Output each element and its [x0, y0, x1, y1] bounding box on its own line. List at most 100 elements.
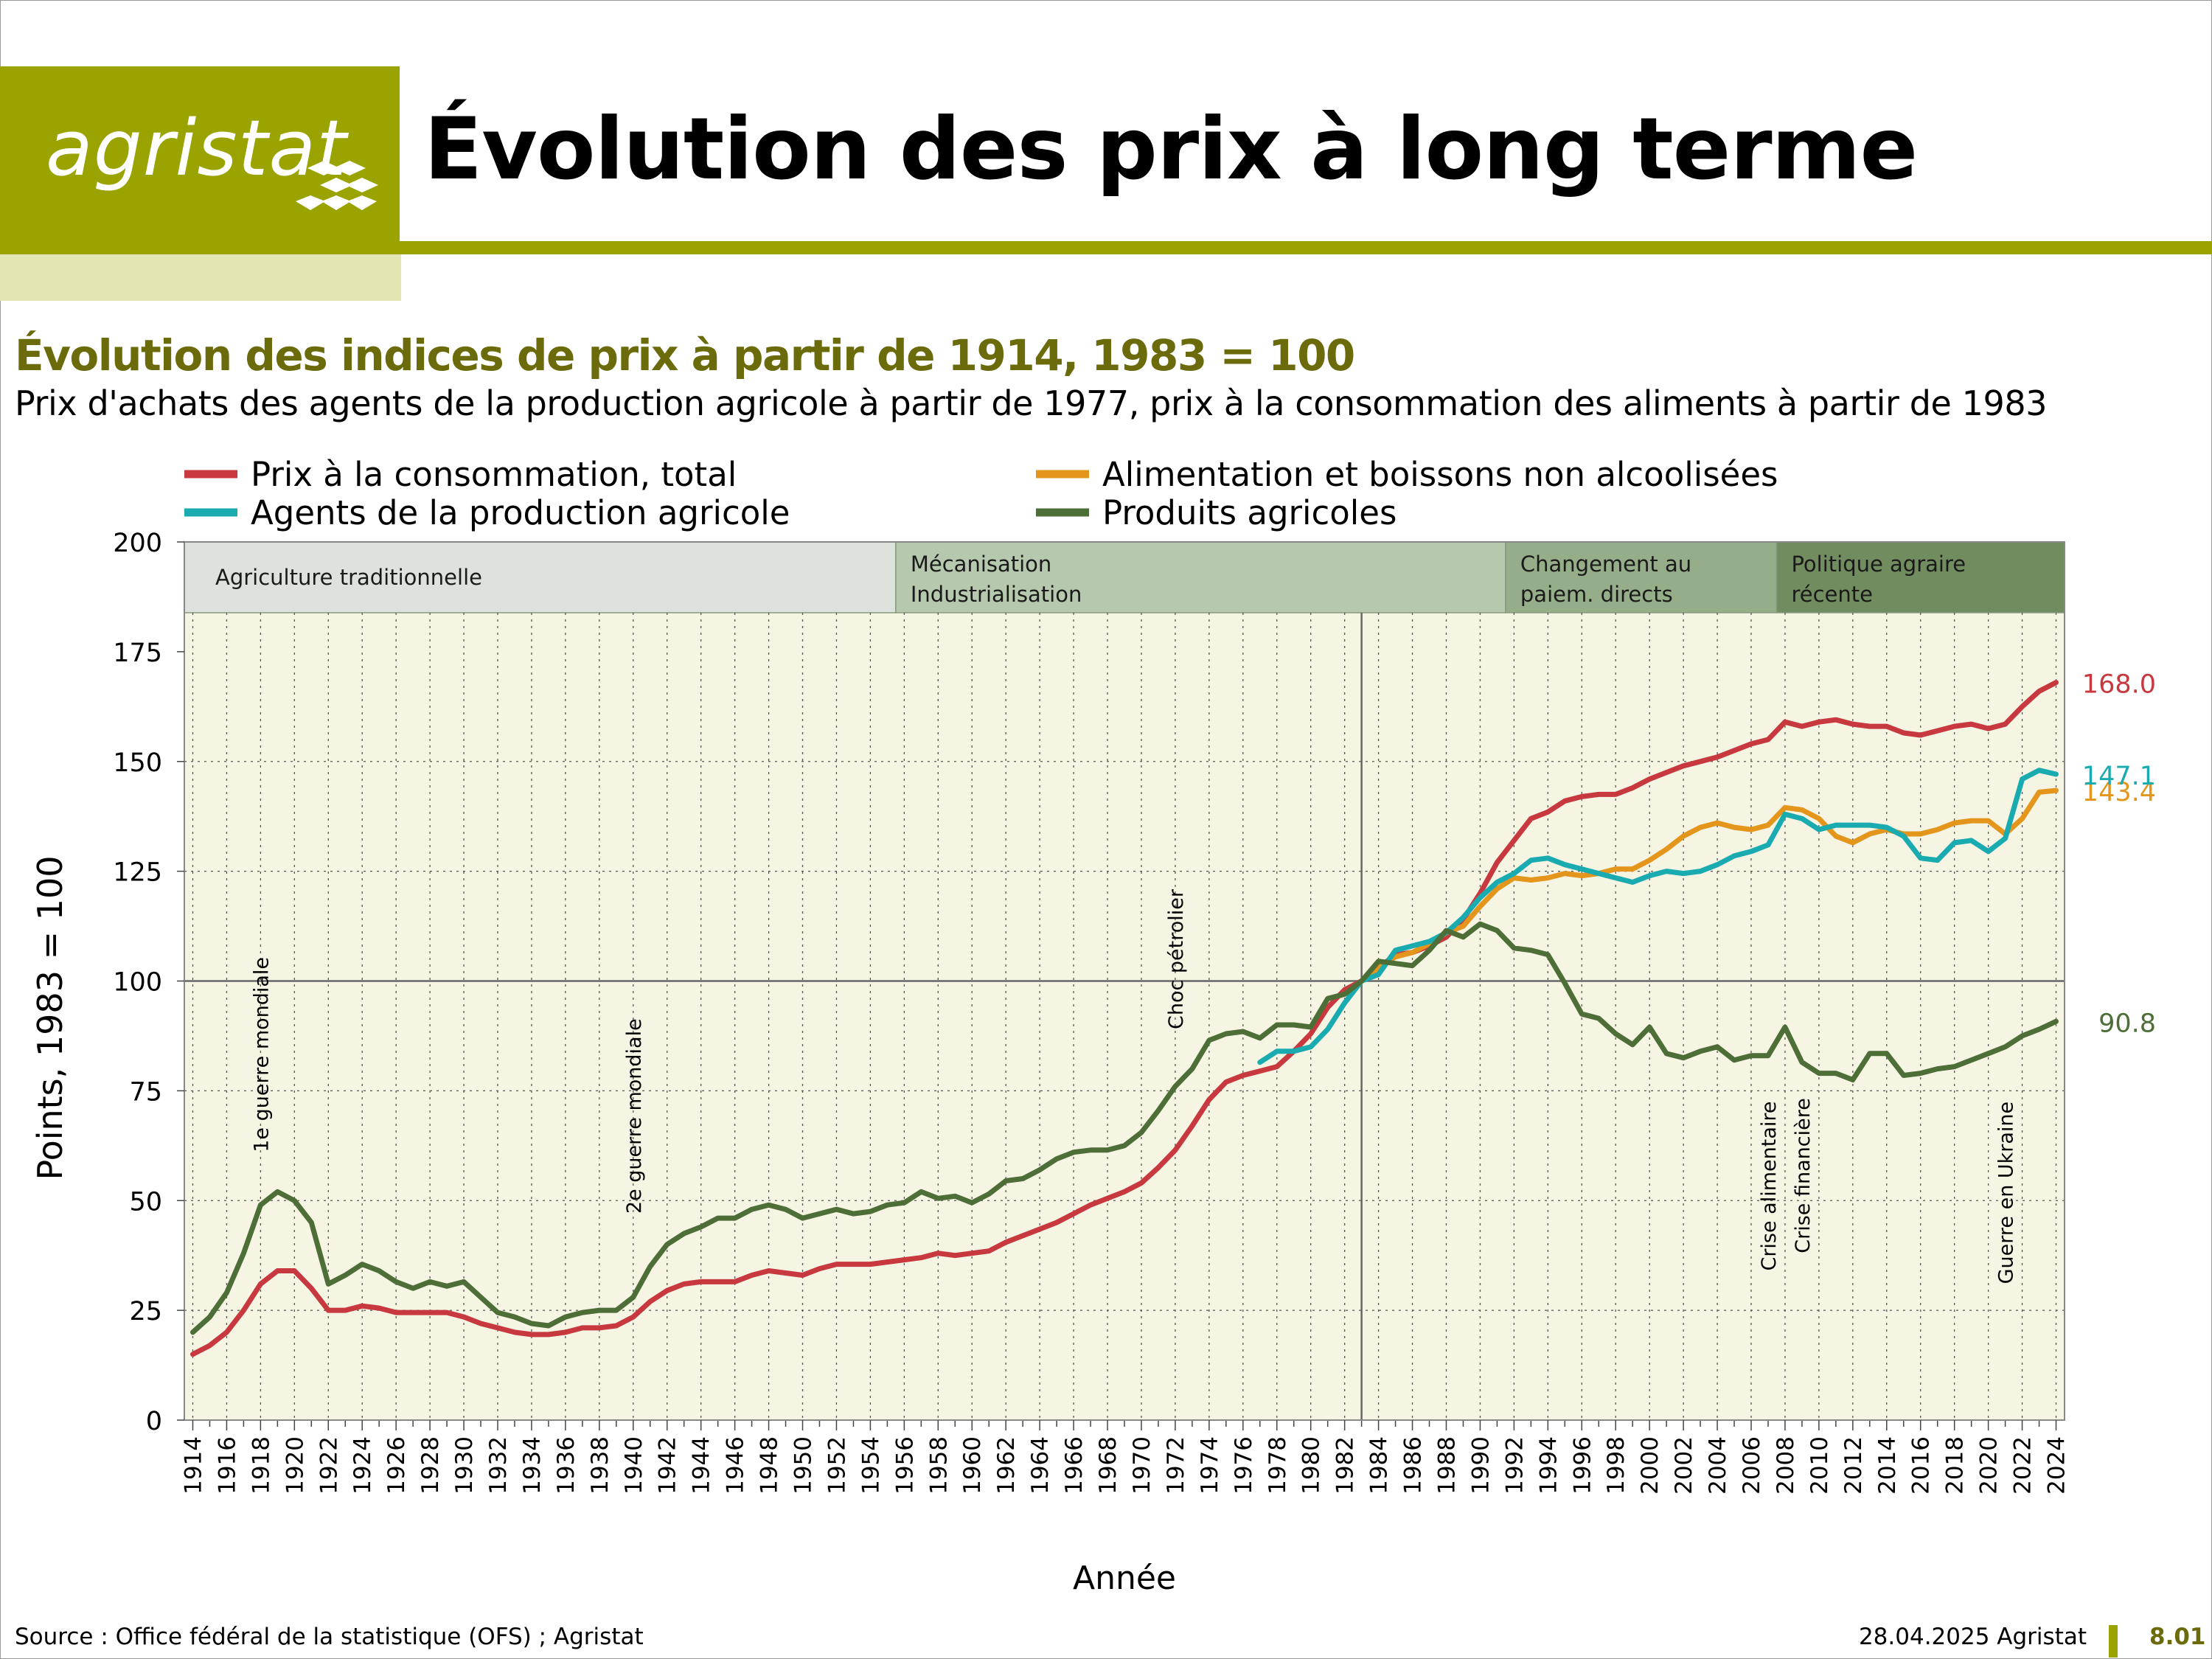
x-tick-label: 1988: [1433, 1436, 1460, 1495]
series-line: [1257, 768, 2059, 1065]
chart-subtitle: Prix d'achats des agents de la productio…: [15, 383, 2048, 423]
x-tick-label: 1916: [214, 1436, 240, 1495]
legend-label: Agents de la production agricole: [251, 493, 790, 532]
x-tick-label: 2008: [1773, 1436, 1799, 1495]
line-chart: Agriculture traditionnelle Mécanisation In…: [30, 455, 2156, 1597]
period-label: paiem. directs: [1520, 582, 1673, 607]
x-tick-label: 1942: [655, 1436, 681, 1495]
x-tick-label: 1990: [1467, 1436, 1494, 1495]
x-tick-label: 1932: [485, 1436, 512, 1495]
series-end-label: 147.1: [2082, 762, 2156, 791]
x-tick-label: 2002: [1671, 1436, 1697, 1495]
x-tick-label: 1996: [1569, 1436, 1596, 1495]
series-end-label: 168.0: [2082, 670, 2156, 700]
page-number: 8.01: [2149, 1624, 2206, 1650]
series-end-label: 143.4: [2082, 778, 2156, 807]
series-line: [190, 921, 2059, 1335]
period-label: récente: [1791, 582, 1873, 607]
x-tick-label: 1962: [993, 1436, 1020, 1495]
x-tick-label: 1914: [180, 1436, 206, 1495]
x-tick-label: 2018: [1942, 1436, 1969, 1495]
x-tick-label: 1926: [383, 1436, 410, 1495]
legend-label: Produits agricoles: [1102, 493, 1397, 532]
x-tick-label: 1982: [1332, 1436, 1359, 1495]
x-tick-label: 1984: [1366, 1436, 1393, 1495]
x-tick-label: 1968: [1095, 1436, 1121, 1495]
y-tick-label: 100: [113, 968, 162, 998]
page-title: Évolution des prix à long terme: [424, 100, 1918, 199]
x-tick-label: 1930: [451, 1436, 478, 1495]
series-line: [1359, 787, 2059, 984]
event-annotation: Choc pétrolier: [1165, 888, 1188, 1029]
x-tick-label: 1922: [316, 1436, 342, 1495]
x-tick-label: 1960: [959, 1436, 986, 1495]
x-tick-label: 1986: [1400, 1436, 1427, 1495]
x-tick-label: 1920: [282, 1436, 308, 1495]
period-label: Changement au: [1520, 552, 1691, 577]
x-tick-label: 1966: [1061, 1436, 1088, 1495]
series-line: [190, 680, 2059, 1357]
x-tick-label: 1924: [349, 1436, 376, 1495]
x-tick-label: 2006: [1739, 1436, 1765, 1495]
x-tick-label: 1998: [1603, 1436, 1630, 1495]
x-tick-label: 1972: [1163, 1436, 1189, 1495]
x-axis-title: Année: [1073, 1559, 1176, 1597]
event-annotation: Guerre en Ukraine: [1995, 1102, 2018, 1284]
x-tick-label: 1952: [824, 1436, 850, 1495]
y-tick-label: 200: [113, 529, 162, 558]
logo-underband: [0, 254, 401, 301]
y-tick-label: 75: [129, 1077, 162, 1107]
x-tick-label: 2014: [1874, 1436, 1901, 1495]
logo-box: [0, 66, 400, 254]
period-label: Industrialisation: [911, 582, 1082, 607]
y-tick-label: 125: [113, 858, 162, 888]
period-label: Agriculture traditionnelle: [215, 565, 482, 590]
x-tick-label: 1976: [1231, 1436, 1257, 1495]
legend-label: Prix à la consommation, total: [251, 455, 737, 494]
x-tick-label: 1918: [248, 1436, 274, 1495]
x-tick-label: 1934: [519, 1436, 546, 1495]
x-tick-label: 2024: [2044, 1436, 2070, 1495]
x-tick-label: 1950: [790, 1436, 817, 1495]
x-tick-label: 1974: [1197, 1436, 1223, 1495]
y-tick-label: 0: [146, 1407, 162, 1436]
period-label: Politique agraire: [1791, 552, 1966, 577]
y-tick-label: 175: [113, 639, 162, 668]
period-label: Mécanisation: [911, 552, 1051, 577]
footer-source: Source : Office fédéral de la statistiqu…: [15, 1624, 644, 1650]
event-annotation: Crise financière: [1792, 1098, 1815, 1253]
footer-divider: [2109, 1625, 2118, 1658]
x-tick-label: 1958: [925, 1436, 952, 1495]
x-tick-label: 1992: [1501, 1436, 1528, 1495]
x-tick-label: 2004: [1705, 1436, 1731, 1495]
period-band: [1505, 541, 1778, 613]
x-tick-label: 1940: [621, 1436, 647, 1495]
y-tick-label: 50: [129, 1187, 162, 1217]
period-band: [184, 541, 897, 613]
logo-text: agristat: [46, 103, 347, 193]
x-tick-label: 1964: [1027, 1436, 1054, 1495]
footer-date: 28.04.2025 Agristat: [1858, 1624, 2087, 1650]
x-tick-label: 2016: [1908, 1436, 1935, 1495]
x-tick-label: 1980: [1298, 1436, 1325, 1495]
y-tick-label: 25: [129, 1297, 162, 1326]
event-annotation: 2e guerre mondiale: [623, 1018, 646, 1214]
x-tick-label: 1946: [723, 1436, 749, 1495]
logo-diamonds-icon: [296, 161, 378, 210]
period-band: [895, 541, 1506, 613]
header-rule: [400, 241, 2212, 254]
y-axis-title: Points, 1983 = 100: [30, 855, 70, 1180]
x-tick-label: 1944: [689, 1436, 715, 1495]
x-tick-label: 2012: [1840, 1436, 1867, 1495]
x-tick-label: 1928: [417, 1436, 444, 1495]
x-tick-label: 1970: [1129, 1436, 1155, 1495]
event-annotation: 1e guerre mondiale: [250, 957, 273, 1152]
legend-label: Alimentation et boissons non alcoolisées: [1102, 455, 1778, 494]
event-annotation: Crise alimentaire: [1758, 1101, 1781, 1270]
x-tick-label: 1978: [1265, 1436, 1291, 1495]
x-tick-label: 1936: [553, 1436, 580, 1495]
x-tick-label: 1994: [1535, 1436, 1562, 1495]
x-tick-label: 2010: [1806, 1436, 1833, 1495]
x-tick-label: 1938: [587, 1436, 613, 1495]
x-tick-label: 1954: [858, 1436, 884, 1495]
